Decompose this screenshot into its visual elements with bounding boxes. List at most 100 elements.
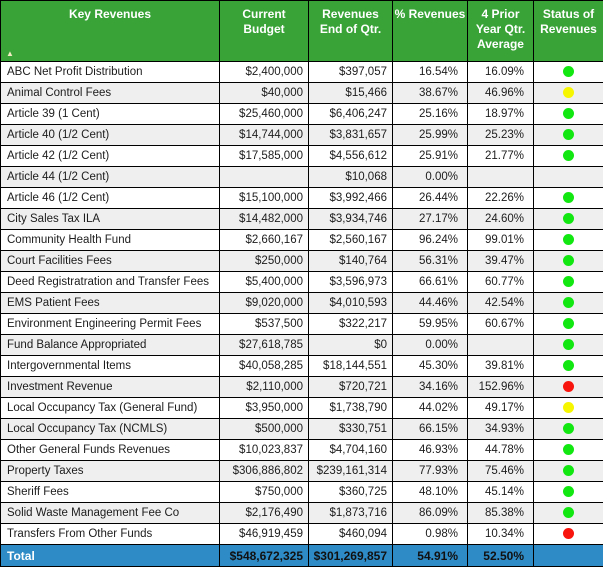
current-budget-cell: $306,886,802 bbox=[219, 460, 309, 482]
column-header-pct-revenues[interactable]: % Revenues bbox=[392, 0, 468, 62]
revenues-end-of-qtr-cell: $360,725 bbox=[308, 481, 393, 503]
revenues-end-of-qtr-cell: $1,738,790 bbox=[308, 397, 393, 419]
table-row[interactable]: Sheriff Fees $750,000 $360,725 48.10% 45.14% bbox=[0, 481, 603, 503]
status-cell bbox=[533, 124, 603, 146]
column-header-current-budget[interactable]: Current Budget bbox=[219, 0, 309, 62]
table-row[interactable]: Environment Engineering Permit Fees $537,… bbox=[0, 313, 603, 335]
revenues-end-of-qtr-cell: $15,466 bbox=[308, 82, 393, 104]
pct-revenues-cell: 77.93% bbox=[392, 460, 468, 482]
table-row[interactable]: Property Taxes $306,886,802 $239,161,314 77… bbox=[0, 460, 603, 482]
table-row[interactable]: Article 42 (1/2 Cent) $17,585,000 $4,556,6… bbox=[0, 145, 603, 167]
status-cell bbox=[533, 397, 603, 419]
table-row[interactable]: Investment Revenue $2,110,000 $720,721 34.1… bbox=[0, 376, 603, 398]
status-green-dot-icon bbox=[563, 444, 574, 456]
status-green-dot-icon bbox=[563, 108, 574, 120]
row-name-cell: Article 42 (1/2 Cent) bbox=[0, 145, 220, 167]
status-green-dot-icon bbox=[563, 234, 574, 246]
pct-revenues-cell: 25.99% bbox=[392, 124, 468, 146]
prior-avg-cell: 10.34% bbox=[467, 523, 534, 545]
table-row[interactable]: Local Occupancy Tax (General Fund) $3,950… bbox=[0, 397, 603, 419]
revenues-end-of-qtr-cell: $0 bbox=[308, 334, 393, 356]
row-name-cell: Article 39 (1 Cent) bbox=[0, 103, 220, 125]
revenues-end-of-qtr-cell: $239,161,314 bbox=[308, 460, 393, 482]
status-cell bbox=[533, 523, 603, 545]
current-budget-cell: $537,500 bbox=[219, 313, 309, 335]
table-row[interactable]: Local Occupancy Tax (NCMLS) $500,000 $330,… bbox=[0, 418, 603, 440]
table-row[interactable]: ABC Net Profit Distribution $2,400,000 $39… bbox=[0, 61, 603, 83]
revenues-end-of-qtr-cell: $140,764 bbox=[308, 250, 393, 272]
total-label: Total bbox=[0, 544, 220, 567]
column-header-revenues-end-of-qtr[interactable]: Revenues End of Qtr. bbox=[308, 0, 393, 62]
status-cell bbox=[533, 313, 603, 335]
header-row: Key Revenues ▲ Current Budget Revenues E… bbox=[0, 0, 603, 62]
table-row[interactable]: City Sales Tax ILA $14,482,000 $3,934,746 2… bbox=[0, 208, 603, 230]
prior-avg-cell: 39.47% bbox=[467, 250, 534, 272]
current-budget-cell: $10,023,837 bbox=[219, 439, 309, 461]
status-green-dot-icon bbox=[563, 339, 574, 351]
table-row[interactable]: EMS Patient Fees $9,020,000 $4,010,593 44.4… bbox=[0, 292, 603, 314]
current-budget-cell: $46,919,459 bbox=[219, 523, 309, 545]
table-row[interactable]: Court Facilities Fees $250,000 $140,764 56.… bbox=[0, 250, 603, 272]
table-row[interactable]: Animal Control Fees $40,000 $15,466 38.67% 4… bbox=[0, 82, 603, 104]
status-green-dot-icon bbox=[563, 507, 574, 519]
pct-revenues-cell: 25.91% bbox=[392, 145, 468, 167]
table-row[interactable]: Intergovernmental Items $40,058,285 $18,14… bbox=[0, 355, 603, 377]
status-cell bbox=[533, 334, 603, 356]
table-row[interactable]: Article 46 (1/2 Cent) $15,100,000 $3,992,4… bbox=[0, 187, 603, 209]
current-budget-cell: $250,000 bbox=[219, 250, 309, 272]
current-budget-cell: $9,020,000 bbox=[219, 292, 309, 314]
status-cell bbox=[533, 271, 603, 293]
column-header-status-of-revenues[interactable]: Status of Revenues bbox=[533, 0, 603, 62]
row-name-cell: Article 40 (1/2 Cent) bbox=[0, 124, 220, 146]
sort-ascending-icon[interactable]: ▲ bbox=[6, 49, 14, 58]
row-name-cell: Deed Registratration and Transfer Fees bbox=[0, 271, 220, 293]
current-budget-cell: $27,618,785 bbox=[219, 334, 309, 356]
status-cell bbox=[533, 376, 603, 398]
row-name-cell: Article 46 (1/2 Cent) bbox=[0, 187, 220, 209]
status-yellow-dot-icon bbox=[563, 402, 574, 414]
prior-avg-cell: 75.46% bbox=[467, 460, 534, 482]
table-row[interactable]: Deed Registratration and Transfer Fees $5… bbox=[0, 271, 603, 293]
table-row[interactable]: Community Health Fund $2,660,167 $2,560,16… bbox=[0, 229, 603, 251]
revenues-end-of-qtr-cell: $3,831,657 bbox=[308, 124, 393, 146]
column-header-label: Key Revenues bbox=[68, 7, 152, 21]
prior-avg-cell: 85.38% bbox=[467, 502, 534, 524]
prior-avg-cell: 22.26% bbox=[467, 187, 534, 209]
current-budget-cell: $14,744,000 bbox=[219, 124, 309, 146]
table-row[interactable]: Article 39 (1 Cent) $25,460,000 $6,406,247… bbox=[0, 103, 603, 125]
revenues-end-of-qtr-cell: $3,992,466 bbox=[308, 187, 393, 209]
current-budget-cell: $40,000 bbox=[219, 82, 309, 104]
status-green-dot-icon bbox=[563, 192, 574, 204]
table-row[interactable]: Transfers From Other Funds $46,919,459 $46… bbox=[0, 523, 603, 545]
table-row[interactable]: Fund Balance Appropriated $27,618,785 $0 0.… bbox=[0, 334, 603, 356]
row-name-cell: Local Occupancy Tax (General Fund) bbox=[0, 397, 220, 419]
prior-avg-cell: 39.81% bbox=[467, 355, 534, 377]
pct-revenues-cell: 59.95% bbox=[392, 313, 468, 335]
status-green-dot-icon bbox=[563, 213, 574, 225]
column-header-key-revenues[interactable]: Key Revenues ▲ bbox=[0, 0, 220, 62]
table-row[interactable]: Other General Funds Revenues $10,023,837 $… bbox=[0, 439, 603, 461]
status-cell bbox=[533, 250, 603, 272]
revenues-end-of-qtr-cell: $3,934,746 bbox=[308, 208, 393, 230]
pct-revenues-cell: 34.16% bbox=[392, 376, 468, 398]
pct-revenues-cell: 45.30% bbox=[392, 355, 468, 377]
prior-avg-cell: 46.96% bbox=[467, 82, 534, 104]
column-header-prior-year-qtr-average[interactable]: 4 Prior Year Qtr. Average bbox=[467, 0, 534, 62]
table-row[interactable]: Solid Waste Management Fee Co $2,176,490 $… bbox=[0, 502, 603, 524]
revenues-end-of-qtr-cell: $720,721 bbox=[308, 376, 393, 398]
table-row[interactable]: Article 40 (1/2 Cent) $14,744,000 $3,831,6… bbox=[0, 124, 603, 146]
pct-revenues-cell: 56.31% bbox=[392, 250, 468, 272]
status-green-dot-icon bbox=[563, 465, 574, 477]
status-cell bbox=[533, 208, 603, 230]
pct-revenues-cell: 44.02% bbox=[392, 397, 468, 419]
status-cell bbox=[533, 355, 603, 377]
status-green-dot-icon bbox=[563, 318, 574, 330]
status-green-dot-icon bbox=[563, 255, 574, 267]
row-name-cell: Solid Waste Management Fee Co bbox=[0, 502, 220, 524]
pct-revenues-cell: 16.54% bbox=[392, 61, 468, 83]
pct-revenues-cell: 66.15% bbox=[392, 418, 468, 440]
current-budget-cell: $25,460,000 bbox=[219, 103, 309, 125]
column-header-label: 4 Prior Year Qtr. Average bbox=[475, 7, 526, 51]
row-name-cell: City Sales Tax ILA bbox=[0, 208, 220, 230]
table-row[interactable]: Article 44 (1/2 Cent) $10,068 0.00% bbox=[0, 166, 603, 188]
